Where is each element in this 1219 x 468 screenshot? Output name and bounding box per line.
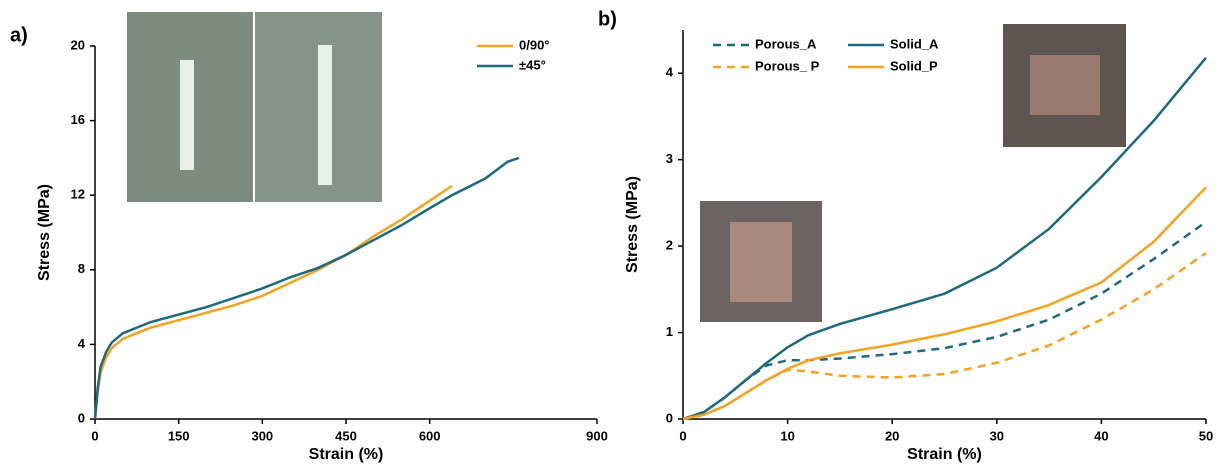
x-tick-label: 900 bbox=[586, 428, 608, 443]
x-axis-label: Strain (%) bbox=[309, 446, 384, 463]
x-tick-label: 300 bbox=[251, 428, 273, 443]
y-tick-label: 16 bbox=[71, 112, 85, 127]
sample bbox=[730, 222, 792, 302]
x-tick-label: 50 bbox=[1199, 428, 1213, 443]
y-tick-label: 3 bbox=[666, 151, 673, 166]
series-line bbox=[93, 184, 453, 420]
y-axis-label: Stress (MPa) bbox=[624, 176, 641, 273]
y-tick-label: 2 bbox=[666, 238, 673, 253]
x-tick-label: 0 bbox=[679, 428, 686, 443]
x-tick-label: 600 bbox=[419, 428, 441, 443]
specimen bbox=[180, 60, 194, 170]
panel-label: b) bbox=[598, 8, 617, 30]
x-tick-label: 150 bbox=[168, 428, 190, 443]
x-tick-label: 0 bbox=[91, 428, 98, 443]
y-tick-label: 4 bbox=[666, 65, 674, 80]
y-tick-label: 4 bbox=[78, 336, 86, 351]
y-tick-label: 12 bbox=[71, 187, 85, 202]
y-tick-label: 20 bbox=[71, 37, 85, 52]
x-tick-label: 10 bbox=[780, 428, 794, 443]
legend-label: Porous_ P bbox=[755, 58, 820, 73]
x-tick-label: 450 bbox=[335, 428, 357, 443]
series-line bbox=[682, 252, 1207, 421]
specimen bbox=[318, 45, 332, 185]
legend-label: Solid_P bbox=[890, 58, 938, 73]
y-tick-label: 1 bbox=[666, 324, 673, 339]
y-tick-label: 8 bbox=[78, 261, 85, 276]
photos bbox=[127, 12, 1126, 322]
legend-label: ±45° bbox=[519, 57, 546, 72]
y-tick-label: 0 bbox=[666, 410, 673, 425]
y-axis-label: Stress (MPa) bbox=[36, 184, 53, 281]
sample bbox=[1030, 55, 1100, 115]
series-line bbox=[93, 156, 520, 420]
x-tick-label: 30 bbox=[990, 428, 1004, 443]
panel-label: a) bbox=[10, 24, 28, 46]
y-tick-label: 0 bbox=[78, 410, 85, 425]
x-tick-label: 40 bbox=[1094, 428, 1108, 443]
x-tick-label: 20 bbox=[885, 428, 899, 443]
legend-label: 0/90° bbox=[519, 37, 550, 52]
series-line bbox=[682, 186, 1207, 421]
legend-label: Solid_A bbox=[890, 36, 939, 51]
legend-label: Porous_A bbox=[755, 36, 817, 51]
x-axis-label: Strain (%) bbox=[907, 446, 982, 463]
series-line bbox=[682, 56, 1207, 421]
